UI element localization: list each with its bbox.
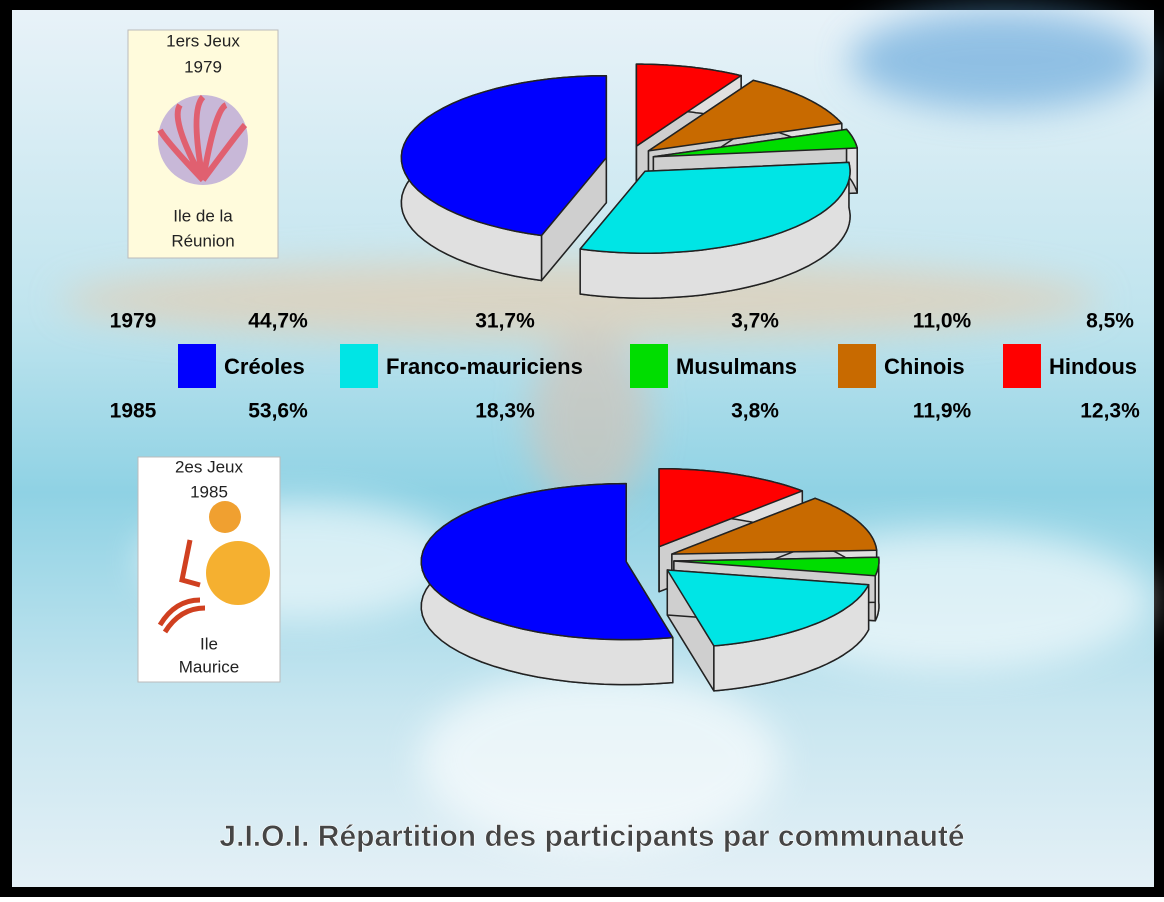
title: J.I.O.I. Répartition des participants pa… (219, 820, 964, 853)
logo-text: Ile (200, 634, 218, 653)
legend-swatch (178, 344, 216, 388)
logo-text: 1979 (184, 57, 222, 76)
logo-text: 1ers Jeux (166, 31, 240, 50)
row-label: 1985 (110, 400, 157, 423)
value-label: 44,7% (248, 310, 308, 333)
value-label: 12,3% (1080, 400, 1140, 423)
logo-emblem (206, 541, 270, 605)
legend-swatch (340, 344, 378, 388)
value-label: 3,8% (731, 400, 779, 423)
logo-text: Ile de la (173, 206, 233, 225)
logo-text: Réunion (171, 231, 234, 250)
logo-text: 2es Jeux (175, 457, 244, 476)
value-label: 3,7% (731, 310, 779, 333)
legend-label: Hindous (1049, 354, 1137, 379)
value-label: 11,0% (913, 310, 972, 333)
value-label: 18,3% (475, 400, 535, 423)
legend-label: Créoles (224, 354, 305, 379)
value-label: 8,5% (1086, 310, 1134, 333)
logo-text: 1985 (190, 482, 228, 501)
slide: 1ers Jeux 1979 Ile de la Réunion 2es Jeux 198… (0, 0, 1164, 897)
legend-label: Musulmans (676, 354, 797, 379)
row-label: 1979 (110, 310, 157, 333)
value-label: 53,6% (248, 400, 308, 423)
logo-text: Maurice (179, 657, 239, 676)
legend-swatch (838, 344, 876, 388)
value-label: 11,9% (913, 400, 972, 423)
logo-emblem (209, 501, 241, 533)
legend-swatch (630, 344, 668, 388)
legend-label: Franco-mauriciens (386, 354, 583, 379)
value-label: 31,7% (475, 310, 535, 333)
legend-label: Chinois (884, 354, 965, 379)
legend-swatch (1003, 344, 1041, 388)
